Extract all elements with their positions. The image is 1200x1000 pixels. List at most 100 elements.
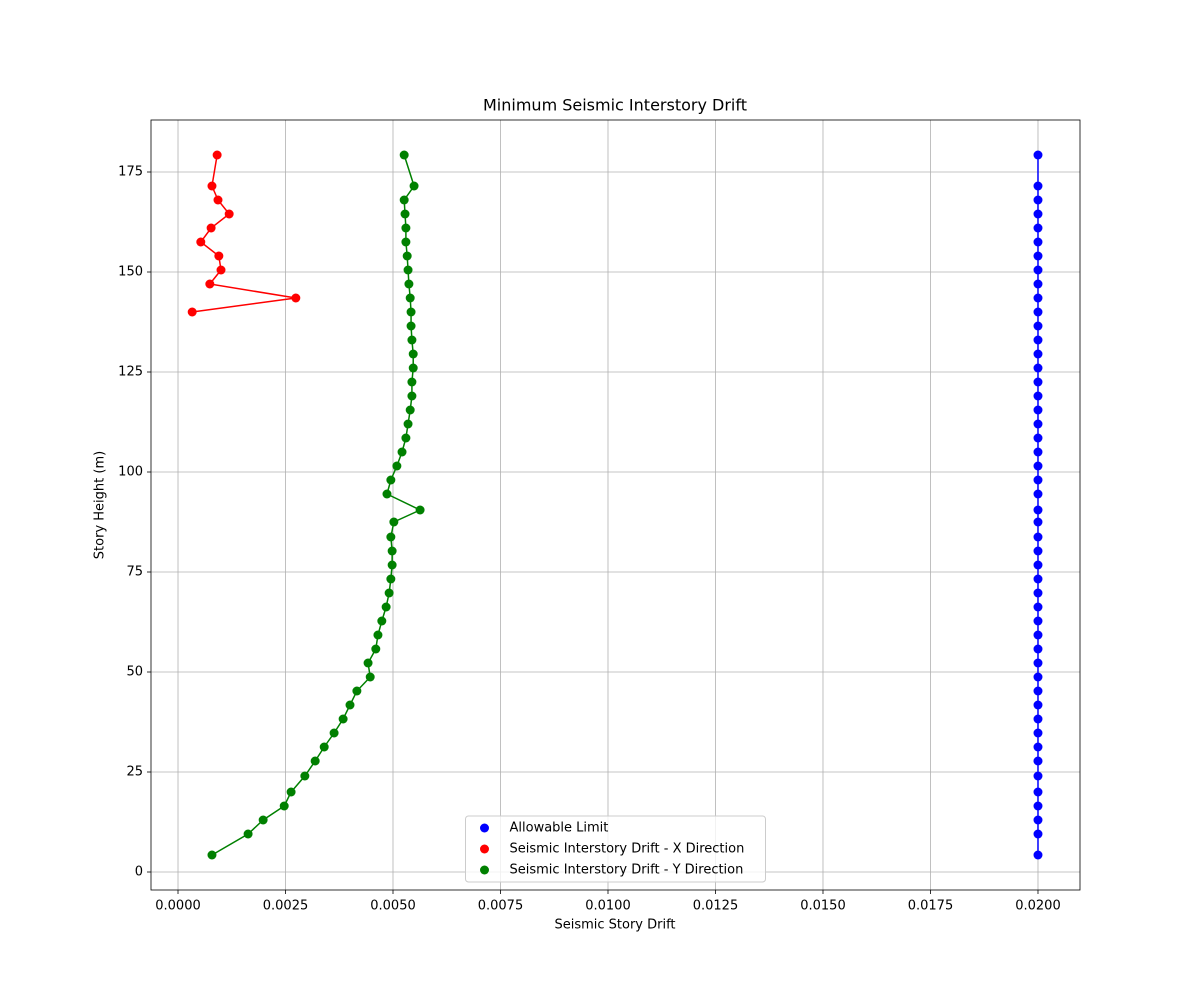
data-point <box>216 265 226 275</box>
data-point <box>389 517 399 527</box>
legend-box <box>465 815 766 883</box>
data-point <box>1033 265 1043 275</box>
plot-frame <box>150 119 1081 891</box>
data-point <box>1033 335 1043 345</box>
data-point <box>207 850 217 860</box>
data-point <box>1033 630 1043 640</box>
legend-label: Seismic Interstory Drift - X Direction <box>510 842 745 857</box>
data-point <box>405 293 415 303</box>
data-point <box>1033 658 1043 668</box>
data-point <box>345 700 355 710</box>
data-point <box>1033 209 1043 219</box>
data-point <box>392 461 402 471</box>
data-point <box>1033 349 1043 359</box>
data-point <box>382 489 392 499</box>
data-point <box>205 279 215 289</box>
data-point <box>387 546 397 556</box>
data-point <box>407 335 417 345</box>
data-point <box>407 377 417 387</box>
data-point <box>310 756 320 766</box>
data-point <box>243 829 253 839</box>
data-point <box>1033 560 1043 570</box>
data-point <box>1033 850 1043 860</box>
data-point <box>1033 307 1043 317</box>
x-tick-label: 0.0200 <box>1015 899 1061 914</box>
chart-title: Minimum Seismic Interstory Drift <box>483 96 747 115</box>
data-point <box>1033 829 1043 839</box>
data-point <box>403 419 413 429</box>
data-point <box>1033 644 1043 654</box>
x-tick-label: 0.0125 <box>693 899 739 914</box>
data-point <box>1033 251 1043 261</box>
data-point <box>1033 588 1043 598</box>
legend-marker <box>480 865 489 875</box>
series-line <box>211 154 422 856</box>
data-point <box>1033 489 1043 499</box>
data-point <box>1033 223 1043 233</box>
y-tick-label: 75 <box>126 565 143 580</box>
data-point <box>1033 195 1043 205</box>
data-point <box>1033 405 1043 415</box>
legend-marker <box>480 844 489 854</box>
data-point <box>363 658 373 668</box>
data-point <box>338 714 348 724</box>
data-point <box>286 787 296 797</box>
data-point <box>387 560 397 570</box>
x-tick-label: 0.0150 <box>800 899 846 914</box>
data-point <box>1033 728 1043 738</box>
data-point <box>1033 461 1043 471</box>
data-point <box>213 195 223 205</box>
data-point <box>409 181 419 191</box>
x-axis-label: Seismic Story Drift <box>554 918 675 933</box>
data-point <box>401 237 411 247</box>
data-point <box>1033 447 1043 457</box>
y-tick-label: 0 <box>135 865 143 880</box>
y-tick-label: 150 <box>118 265 143 280</box>
data-point <box>405 405 415 415</box>
data-point <box>1033 672 1043 682</box>
y-tick-label: 100 <box>118 465 143 480</box>
data-point <box>1033 574 1043 584</box>
data-point <box>1033 433 1043 443</box>
x-tick-label: 0.0075 <box>478 899 524 914</box>
data-point <box>407 391 417 401</box>
legend-marker <box>480 823 489 833</box>
data-point <box>371 644 381 654</box>
data-point <box>402 251 412 261</box>
data-point <box>1033 517 1043 527</box>
data-point <box>196 237 206 247</box>
x-tick-label: 0.0175 <box>908 899 954 914</box>
y-tick-label: 25 <box>126 765 143 780</box>
data-point <box>258 815 268 825</box>
x-tick-label: 0.0025 <box>263 899 309 914</box>
data-point <box>406 307 416 317</box>
y-tick-label: 50 <box>126 665 143 680</box>
data-point <box>1033 686 1043 696</box>
data-point <box>300 771 310 781</box>
data-point <box>1033 771 1043 781</box>
data-point <box>1033 377 1043 387</box>
data-point <box>1033 150 1043 160</box>
data-point <box>386 574 396 584</box>
data-point <box>1033 546 1043 556</box>
data-point <box>1033 787 1043 797</box>
data-point <box>1033 714 1043 724</box>
legend-label: Allowable Limit <box>510 821 609 836</box>
data-point <box>1033 363 1043 373</box>
data-point <box>1033 391 1043 401</box>
y-tick-label: 125 <box>118 365 143 380</box>
x-tick-label: 0.0050 <box>370 899 416 914</box>
data-point <box>1033 279 1043 289</box>
data-point <box>207 181 217 191</box>
data-point <box>415 505 425 515</box>
data-point <box>408 363 418 373</box>
data-point <box>212 150 222 160</box>
data-point <box>1033 181 1043 191</box>
data-point <box>214 251 224 261</box>
data-point <box>373 630 383 640</box>
data-point <box>1033 419 1043 429</box>
data-point <box>187 307 197 317</box>
data-point <box>401 223 411 233</box>
data-point <box>1033 505 1043 515</box>
